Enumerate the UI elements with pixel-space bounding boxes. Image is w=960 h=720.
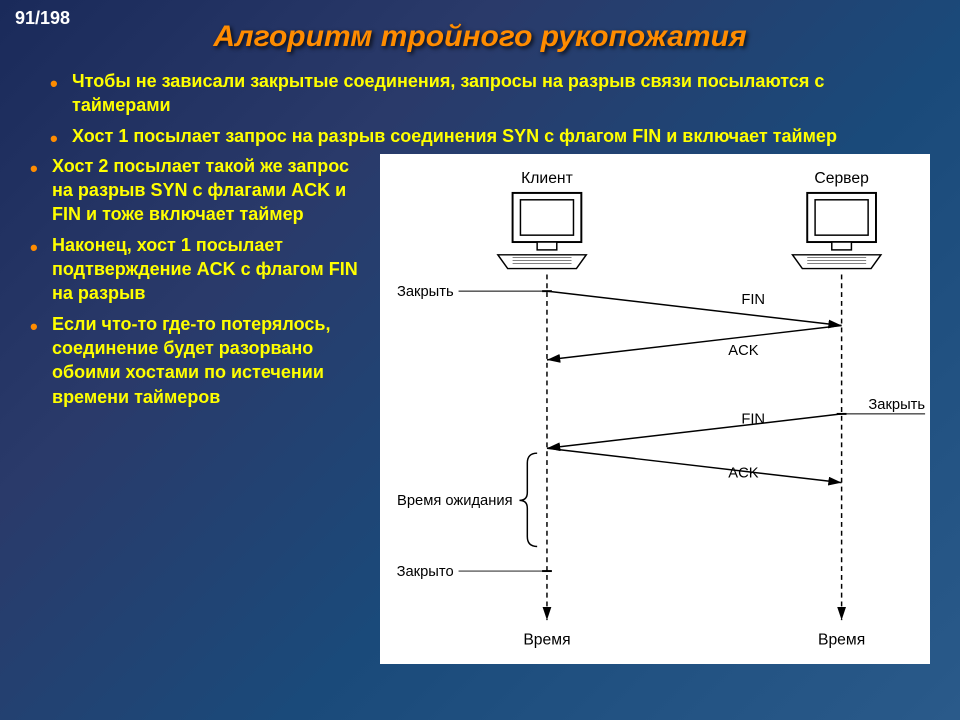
fin2-arrow (547, 414, 842, 448)
client-icon (498, 193, 586, 269)
ack2-arrow (547, 448, 842, 482)
handshake-diagram: Клиент Сервер Закрыть FIN (380, 154, 930, 664)
ack1-arrow (547, 325, 842, 359)
fin1-arrow (547, 291, 842, 325)
ack1-label: ACK (728, 343, 758, 359)
closed-label: Закрыто (397, 564, 454, 580)
server-label: Сервер (814, 170, 869, 187)
time-label-server: Время (818, 632, 865, 649)
fin2-label: FIN (741, 412, 765, 428)
bullet-item: Чтобы не зависали закрытые соединения, з… (50, 69, 910, 118)
bullet-item: Хост 1 посылает запрос на разрыв соедине… (50, 124, 910, 148)
time-label-client: Время (523, 632, 570, 649)
page-number: 91/198 (15, 8, 70, 29)
close-label-1: Закрыть (397, 284, 454, 300)
bullet-item: Хост 2 посылает такой же запрос на разры… (30, 154, 370, 227)
client-label: Клиент (521, 170, 573, 187)
slide-title: Алгоритм тройного рукопожатия (0, 0, 960, 69)
fin1-label: FIN (741, 292, 765, 308)
bullet-item: Наконец, хост 1 посылает подтверждение A… (30, 233, 370, 306)
bullet-item: Если что-то где-то потерялось, соединени… (30, 312, 370, 409)
wait-label: Время ожидания (397, 493, 513, 509)
close-label-2: Закрыть (868, 397, 925, 413)
server-icon (793, 193, 881, 269)
bullets-side: Хост 2 посылает такой же запрос на разры… (30, 154, 370, 664)
bullets-top: Чтобы не зависали закрытые соединения, з… (0, 69, 960, 148)
ack2-label: ACK (728, 466, 758, 482)
wait-brace (519, 453, 537, 546)
